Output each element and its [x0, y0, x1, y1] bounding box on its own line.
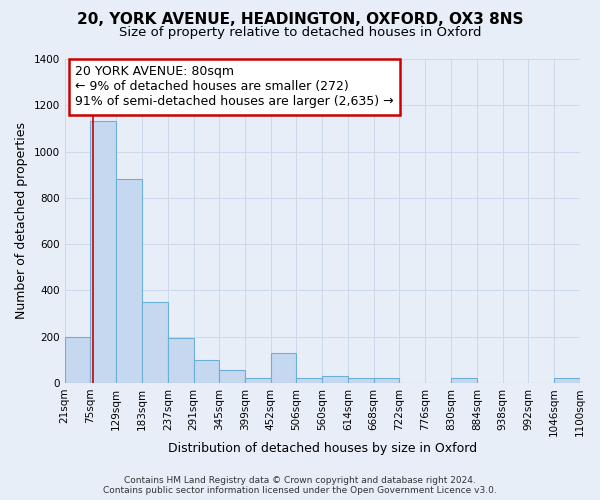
Y-axis label: Number of detached properties: Number of detached properties [15, 122, 28, 320]
Bar [271, 353, 296, 383]
Bar [245, 378, 271, 383]
Bar [65, 336, 91, 383]
Bar [168, 338, 194, 383]
Bar [194, 360, 220, 383]
Bar [374, 378, 400, 383]
Bar [554, 378, 580, 383]
Text: Contains HM Land Registry data © Crown copyright and database right 2024.
Contai: Contains HM Land Registry data © Crown c… [103, 476, 497, 495]
Bar [91, 122, 116, 383]
Text: 20, YORK AVENUE, HEADINGTON, OXFORD, OX3 8NS: 20, YORK AVENUE, HEADINGTON, OXFORD, OX3… [77, 12, 523, 28]
Bar [116, 180, 142, 383]
Bar [220, 370, 245, 383]
Bar [296, 378, 322, 383]
X-axis label: Distribution of detached houses by size in Oxford: Distribution of detached houses by size … [168, 442, 477, 455]
Bar [348, 378, 374, 383]
Bar [142, 302, 168, 383]
Bar [322, 376, 348, 383]
Text: Size of property relative to detached houses in Oxford: Size of property relative to detached ho… [119, 26, 481, 39]
Bar [451, 378, 477, 383]
Text: 20 YORK AVENUE: 80sqm
← 9% of detached houses are smaller (272)
91% of semi-deta: 20 YORK AVENUE: 80sqm ← 9% of detached h… [75, 66, 394, 108]
